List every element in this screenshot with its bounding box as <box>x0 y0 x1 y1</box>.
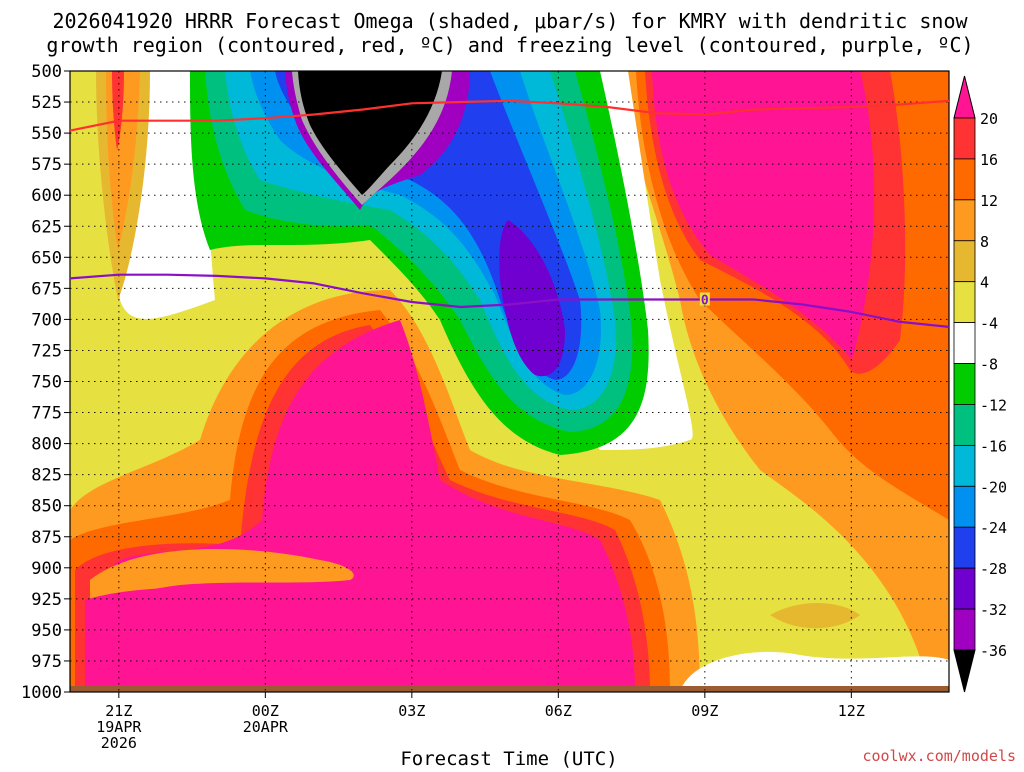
colorbar-label: -20 <box>980 478 1007 496</box>
x-tick-label: 00Z <box>252 702 279 720</box>
y-tick-label: 925 <box>31 590 62 610</box>
y-axis: 500 525 550 575 600 625 650 675 700 725 750 775 800 8… <box>21 62 70 703</box>
x-tick-label: 06Z <box>545 702 572 720</box>
colorbar-segment <box>953 158 976 201</box>
shade-low-orange-tongue <box>90 548 354 600</box>
colorbar-label: -24 <box>980 519 1007 537</box>
colorbar-segment <box>953 608 976 651</box>
colorbar-lower-arrow <box>953 649 976 693</box>
contour-lines: 0 <box>70 99 949 328</box>
shade-low-magenta-lower <box>85 587 630 692</box>
y-tick-label: 675 <box>31 279 62 299</box>
x-tick-label: 20APR <box>243 718 289 736</box>
colorbar-label: 4 <box>980 274 989 292</box>
colorbar-label: -4 <box>980 315 998 333</box>
freezing-level-label: 0 <box>701 294 709 309</box>
colorbar-segment <box>953 322 976 364</box>
colorbar-label: 20 <box>980 110 998 128</box>
y-tick-label: 800 <box>31 435 62 455</box>
y-tick-label: 600 <box>31 186 62 206</box>
shade-lower-right-yellowpatch <box>770 602 860 629</box>
y-tick-label: 750 <box>31 373 62 393</box>
shade-lower-right-white <box>680 651 949 692</box>
x-tick-label: 2026 <box>101 734 137 752</box>
y-tick-label: 625 <box>31 217 62 237</box>
colorbar-label: -16 <box>980 437 1007 455</box>
omega-shading <box>70 71 949 692</box>
x-tick-label: 09Z <box>691 702 718 720</box>
colorbar-label: -12 <box>980 396 1007 414</box>
credit-text: coolwx.com/models <box>862 747 1016 765</box>
colorbar-segment <box>953 485 976 528</box>
shade-neg-purple <box>499 220 565 377</box>
shade-upper-right-core <box>652 71 875 360</box>
colorbar-label: 12 <box>980 192 998 210</box>
y-tick-label: 875 <box>31 528 62 548</box>
colorbar-label: -36 <box>980 642 1007 660</box>
y-tick-label: 725 <box>31 341 62 361</box>
y-tick-label: 650 <box>31 248 62 268</box>
colorbar-label: -28 <box>980 560 1007 578</box>
y-tick-label: 550 <box>31 124 62 144</box>
colorbar-segment <box>953 363 976 405</box>
y-tick-label: 950 <box>31 621 62 641</box>
shade-surface-strip <box>70 686 949 692</box>
x-axis-title: Forecast Time (UTC) <box>400 748 617 768</box>
colorbar-segment <box>953 567 976 610</box>
y-tick-label: 700 <box>31 310 62 330</box>
colorbar-upper-arrow <box>953 75 976 119</box>
freezing-level-label-bg <box>699 292 710 306</box>
colorbar: 20 16 12 8 4 -4 -8 -12 -16 -20 -24 -28 -32 -36 <box>953 75 1007 693</box>
y-tick-label: 775 <box>31 404 62 424</box>
grid-lines <box>70 71 949 692</box>
colorbar-label: 8 <box>980 233 989 251</box>
colorbar-segment <box>953 117 976 160</box>
colorbar-segment <box>953 240 976 283</box>
colorbar-segment <box>953 281 976 324</box>
x-tick-label: 12Z <box>838 702 865 720</box>
x-tick-label: 21Z <box>105 702 132 720</box>
dendritic-growth-line <box>70 99 949 132</box>
x-tick-label: 19APR <box>96 718 142 736</box>
colorbar-segment <box>953 526 976 569</box>
y-tick-label: 1000 <box>21 683 62 703</box>
y-tick-label: 825 <box>31 466 62 486</box>
chart-title-line1: 2026041920 HRRR Forecast Omega (shaded, … <box>52 9 968 33</box>
y-tick-label: 900 <box>31 559 62 579</box>
shade-upper-left-red <box>112 71 124 150</box>
colorbar-segment <box>953 444 976 487</box>
colorbar-segment <box>953 199 976 242</box>
chart-title-line2: growth region (contoured, red, ºC) and f… <box>46 33 973 57</box>
x-tick-label: 03Z <box>398 702 425 720</box>
y-tick-label: 500 <box>31 62 62 82</box>
colorbar-label: 16 <box>980 151 998 169</box>
colorbar-label: -32 <box>980 601 1007 619</box>
freezing-level-line <box>70 273 949 328</box>
colorbar-segment <box>953 404 976 446</box>
y-tick-label: 975 <box>31 652 62 672</box>
y-tick-label: 575 <box>31 155 62 175</box>
y-tick-label: 850 <box>31 497 62 517</box>
colorbar-label: -8 <box>980 356 998 374</box>
y-tick-label: 525 <box>31 93 62 113</box>
